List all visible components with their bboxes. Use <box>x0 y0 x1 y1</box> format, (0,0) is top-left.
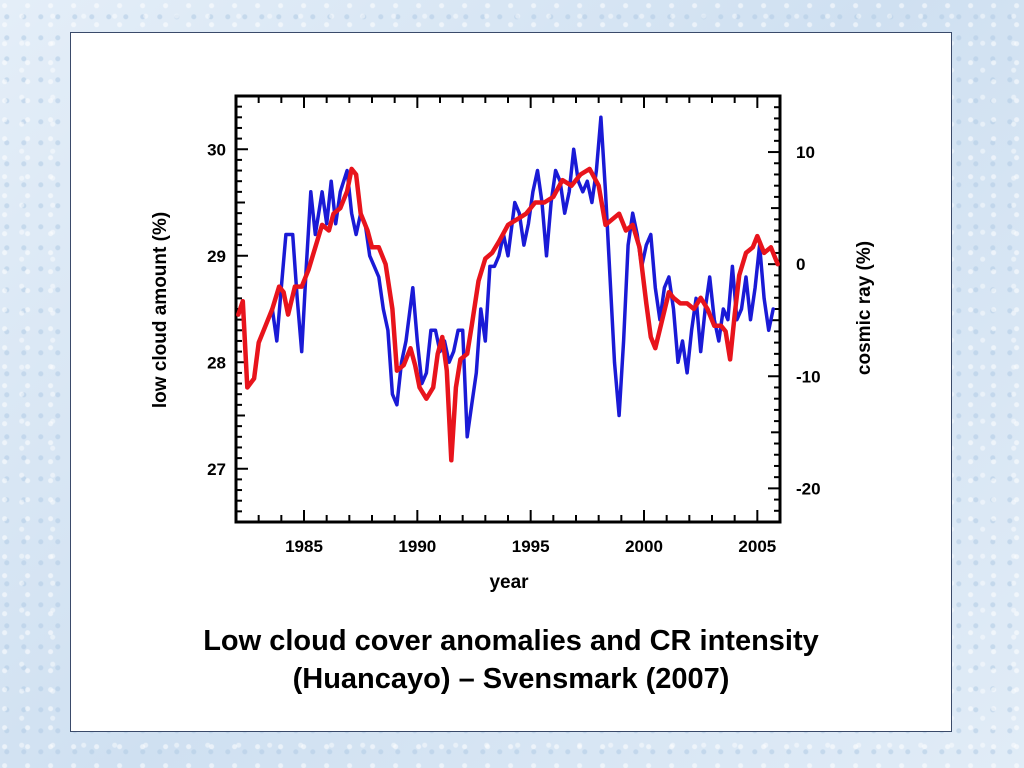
x-tick-label: 2000 <box>625 537 663 556</box>
x-axis-label: year <box>489 572 529 593</box>
y-left-tick-label: 28 <box>207 353 226 372</box>
y-right-tick-label: -20 <box>796 479 821 498</box>
tick-labels: 1985 1990 1995 2000 2005 27 28 29 30 10 0 -10 -20 <box>207 140 821 556</box>
x-tick-label: 1995 <box>512 537 550 556</box>
y-axis-left-label: low cloud amount (%) <box>150 212 171 408</box>
y-right-tick-label: 10 <box>796 143 815 162</box>
tick-marks <box>235 95 781 523</box>
caption-line-2: (Huancayo) – Svensmark (2007) <box>292 663 730 695</box>
y-axis-right-label: cosmic ray (%) <box>854 241 875 375</box>
caption-line-1: Low cloud cover anomalies and CR intensi… <box>203 625 819 657</box>
cosmic-ray-series-line <box>236 166 780 463</box>
y-left-tick-label: 27 <box>207 460 226 479</box>
x-tick-label: 1990 <box>398 537 436 556</box>
y-left-tick-label: 29 <box>207 247 226 266</box>
y-right-tick-label: 0 <box>796 255 805 274</box>
low-cloud-series-line <box>270 115 775 439</box>
x-tick-label: 2005 <box>738 537 776 556</box>
y-right-tick-label: -10 <box>796 367 821 386</box>
y-left-tick-label: 30 <box>207 140 226 159</box>
slide-caption: Low cloud cover anomalies and CR intensi… <box>70 622 952 698</box>
slide-card <box>70 32 952 732</box>
x-tick-label: 1985 <box>285 537 323 556</box>
series-group <box>236 115 780 463</box>
